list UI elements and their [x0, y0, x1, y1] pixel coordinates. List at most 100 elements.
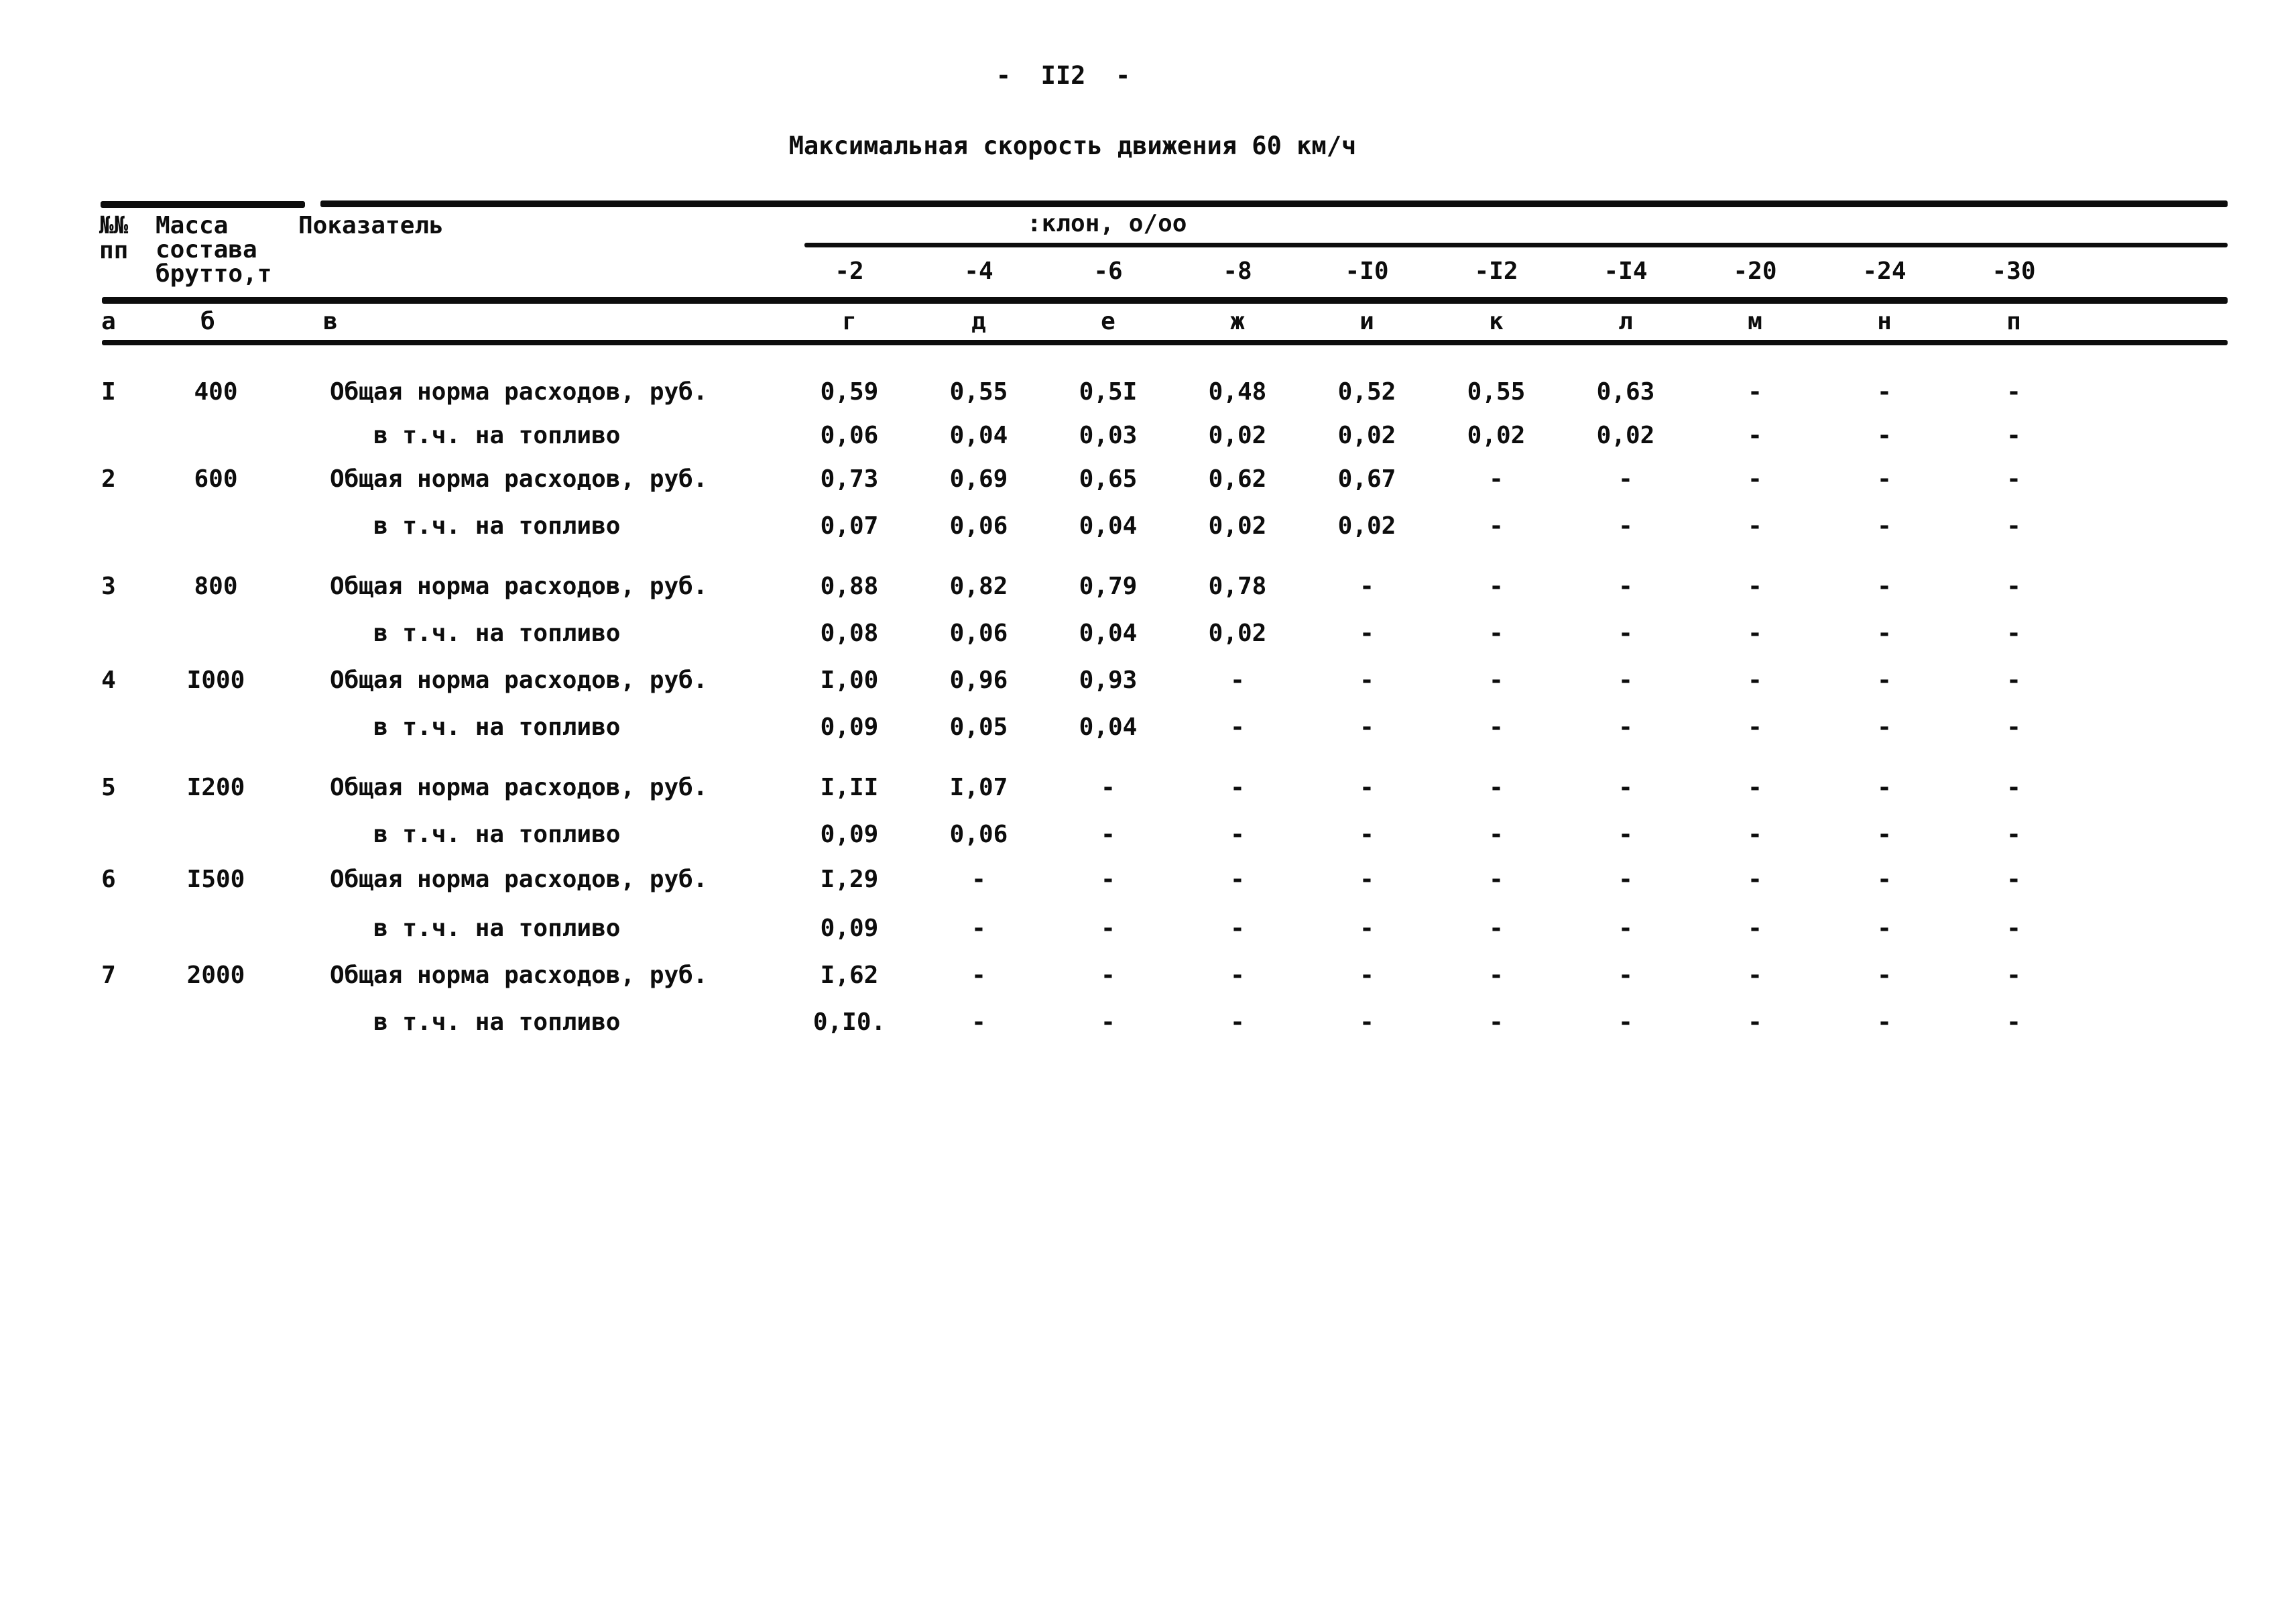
value-cell: I,II	[820, 774, 879, 801]
page-number: - II2 -	[995, 61, 1131, 90]
column-letter: м	[1748, 308, 1762, 335]
value-cell: -	[1877, 866, 1892, 893]
value-cell: 0,52	[1337, 378, 1396, 406]
value-cell: -	[2006, 465, 2021, 493]
value-cell: -	[971, 1008, 986, 1036]
value-cell: -	[2006, 866, 2021, 893]
value-cell: -	[1489, 620, 1504, 647]
slope-col-header: -8	[1223, 257, 1252, 285]
value-cell: -	[2006, 713, 2021, 741]
column-letter: н	[1877, 308, 1892, 335]
value-cell: -	[1618, 573, 1633, 600]
header-num-line1: №№	[99, 212, 129, 239]
value-cell: -	[1360, 962, 1374, 989]
value-cell: -	[971, 915, 986, 942]
row-number: 4	[101, 666, 116, 694]
row-mass: 800	[194, 573, 238, 600]
value-cell: -	[1101, 915, 1115, 942]
value-cell: 0,62	[1208, 465, 1267, 493]
value-cell: 0,08	[820, 620, 879, 647]
value-cell: -	[1230, 866, 1245, 893]
value-cell: -	[2006, 422, 2021, 449]
value-cell: -	[1877, 573, 1892, 600]
value-cell: 0,93	[1079, 666, 1138, 694]
value-cell: -	[1360, 620, 1374, 647]
row-number: 5	[101, 774, 116, 801]
value-cell: -	[1101, 774, 1115, 801]
value-cell: 0,79	[1079, 573, 1138, 600]
value-cell: -	[1618, 1008, 1633, 1036]
value-cell: -	[1748, 1008, 1762, 1036]
value-cell: 0,67	[1337, 465, 1396, 493]
row-indicator: в т.ч. на топливо	[373, 713, 621, 741]
value-cell: -	[1748, 821, 1762, 848]
value-cell: -	[1748, 774, 1762, 801]
row-indicator: Общая норма расходов, руб.	[330, 666, 708, 694]
row-indicator: Общая норма расходов, руб.	[330, 774, 708, 801]
value-cell: -	[2006, 512, 2021, 540]
value-cell: 0,55	[949, 378, 1008, 406]
value-cell: -	[1489, 915, 1504, 942]
value-cell: 0,73	[820, 465, 879, 493]
column-letter: г	[842, 308, 857, 335]
value-cell: I,00	[820, 666, 879, 694]
value-cell: 0,09	[820, 821, 879, 848]
value-cell: -	[1360, 915, 1374, 942]
rule-under-letters	[102, 340, 2228, 345]
value-cell: 0,04	[1079, 512, 1138, 540]
value-cell: 0,88	[820, 573, 879, 600]
value-cell: -	[1360, 774, 1374, 801]
value-cell: -	[1489, 774, 1504, 801]
value-cell: -	[1877, 962, 1892, 989]
value-cell: 0,02	[1208, 422, 1267, 449]
row-number: 2	[101, 465, 116, 493]
value-cell: 0,03	[1079, 422, 1138, 449]
row-indicator: Общая норма расходов, руб.	[330, 962, 708, 989]
value-cell: -	[1489, 512, 1504, 540]
column-letter: в	[323, 308, 338, 335]
value-cell: 0,55	[1467, 378, 1526, 406]
row-indicator: в т.ч. на топливо	[373, 1008, 621, 1036]
value-cell: -	[1877, 620, 1892, 647]
value-cell: -	[1230, 915, 1245, 942]
value-cell: -	[1877, 378, 1892, 406]
rule-top-left	[101, 201, 305, 208]
value-cell: -	[1877, 666, 1892, 694]
value-cell: -	[1489, 713, 1504, 741]
value-cell: -	[1101, 866, 1115, 893]
header-mass-line3: брутто,т	[156, 260, 272, 288]
column-letter: к	[1489, 308, 1504, 335]
row-indicator: Общая норма расходов, руб.	[330, 573, 708, 600]
column-letter: б	[200, 308, 215, 335]
value-cell: 0,06	[949, 512, 1008, 540]
value-cell: -	[2006, 378, 2021, 406]
value-cell: -	[1877, 422, 1892, 449]
value-cell: -	[1489, 866, 1504, 893]
value-cell: -	[1101, 962, 1115, 989]
row-indicator: Общая норма расходов, руб.	[330, 465, 708, 493]
column-letter: е	[1101, 308, 1115, 335]
value-cell: -	[1360, 821, 1374, 848]
value-cell: -	[1360, 713, 1374, 741]
value-cell: 0,07	[820, 512, 879, 540]
value-cell: -	[1360, 573, 1374, 600]
value-cell: -	[1489, 821, 1504, 848]
column-letter: л	[1618, 308, 1633, 335]
value-cell: 0,04	[949, 422, 1008, 449]
row-mass: 400	[194, 378, 238, 406]
value-cell: -	[1360, 866, 1374, 893]
row-mass: I500	[186, 866, 245, 893]
column-letter: ж	[1230, 308, 1245, 335]
value-cell: -	[1360, 666, 1374, 694]
value-cell: 0,78	[1208, 573, 1267, 600]
value-cell: 0,06	[949, 821, 1008, 848]
value-cell: -	[1618, 620, 1633, 647]
value-cell: 0,82	[949, 573, 1008, 600]
value-cell: 0,59	[820, 378, 879, 406]
value-cell: 0,02	[1337, 422, 1396, 449]
value-cell: 0,04	[1079, 713, 1138, 741]
value-cell: -	[1748, 422, 1762, 449]
value-cell: -	[1101, 1008, 1115, 1036]
value-cell: -	[2006, 774, 2021, 801]
column-letter: п	[2006, 308, 2021, 335]
